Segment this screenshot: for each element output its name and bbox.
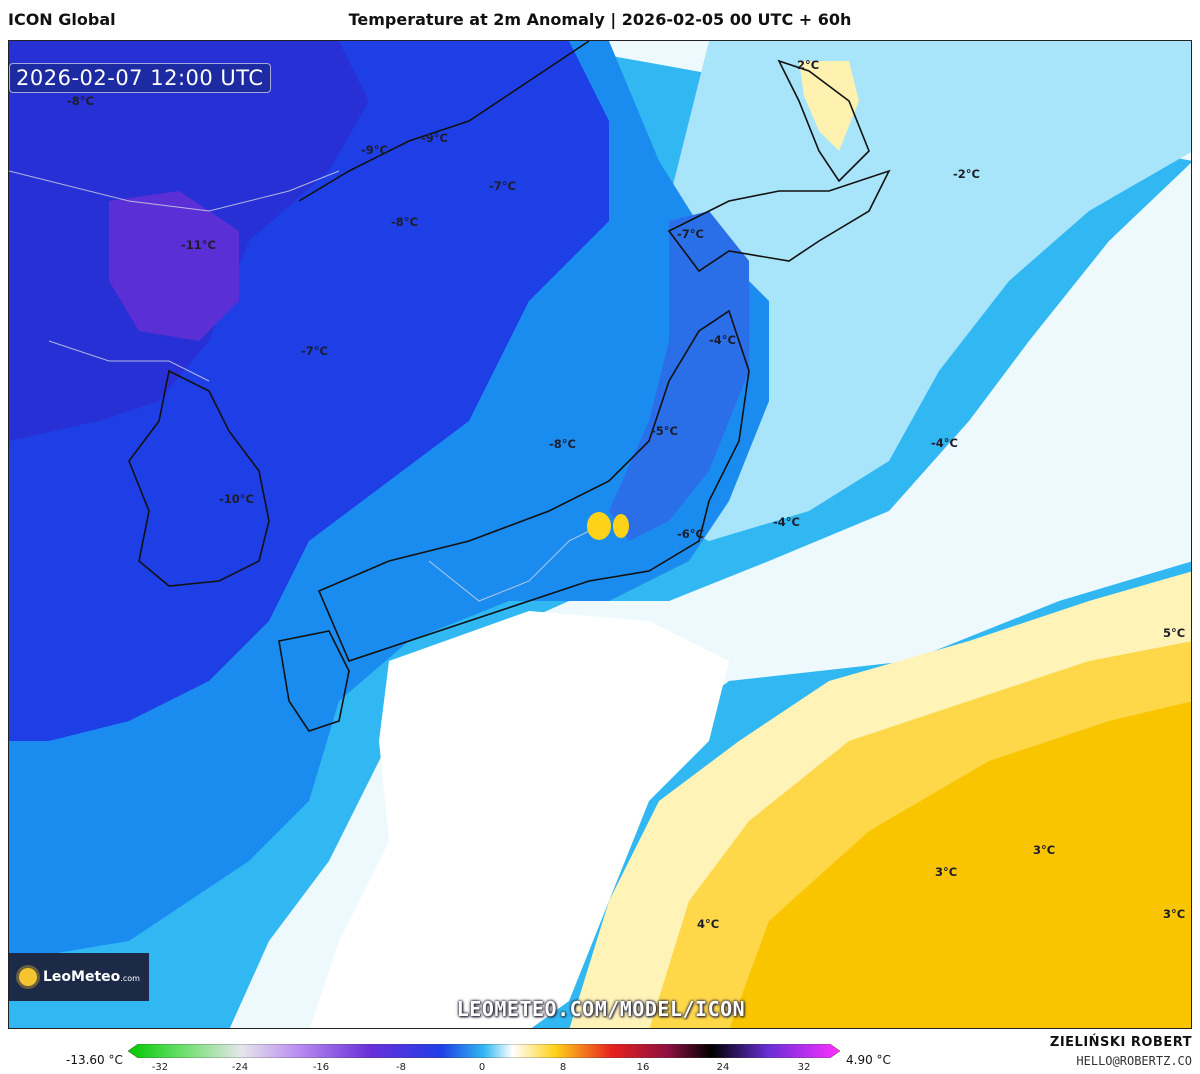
cold-band-japan xyxy=(609,211,749,541)
purple-core xyxy=(109,191,239,341)
colorbar-tick: -24 xyxy=(231,1062,249,1073)
map-title: Temperature at 2m Anomaly | 2026-02-05 0… xyxy=(348,10,852,29)
sakhalin-coast xyxy=(777,59,870,183)
coastlines xyxy=(128,41,891,732)
author-name: ZIELIŃSKI ROBERT xyxy=(1049,1035,1192,1050)
temperature-label: -9°C xyxy=(361,143,388,157)
leometeo-logo[interactable]: LeoMeteo.com xyxy=(9,953,149,1001)
colorbar-fill xyxy=(128,1044,840,1058)
temperature-label: -2°C xyxy=(953,167,980,181)
colorbar-tick: 8 xyxy=(559,1062,567,1073)
temperature-label: -11°C xyxy=(181,238,216,252)
temperature-label: -4°C xyxy=(709,333,736,347)
hokkaido-coast xyxy=(667,169,891,273)
korea-coast xyxy=(128,369,270,587)
anomaly-map[interactable]: 2026-02-07 12:00 UTC -8°C -9°C -9°C -7°C… xyxy=(8,40,1192,1029)
legend-min-label: -13.60 °C xyxy=(66,1053,123,1067)
temperature-label: -6°C xyxy=(677,527,704,541)
watermark-url: LEOMETEO.COM/MODEL/ICON xyxy=(456,997,746,1021)
white-zone-south xyxy=(309,611,729,1028)
mainland-coast xyxy=(298,41,590,202)
temperature-label: 4°C xyxy=(697,917,720,931)
colorbar-tick: 0 xyxy=(478,1062,486,1073)
temperature-label: -8°C xyxy=(67,94,94,108)
temperature-label: 3°C xyxy=(935,865,958,879)
map-canvas xyxy=(9,41,1191,1028)
warm-patch-hokkaido xyxy=(799,61,859,151)
colorbar-tick: -8 xyxy=(396,1062,406,1073)
warm-spot xyxy=(587,512,611,540)
honshu-coast xyxy=(317,309,750,662)
temperature-label: -10°C xyxy=(219,492,254,506)
temperature-label: -7°C xyxy=(677,227,704,241)
logo-text: LeoMeteo.com xyxy=(43,969,140,985)
temperature-label: 5°C xyxy=(1163,626,1186,640)
temperature-label: -8°C xyxy=(391,215,418,229)
temperature-label: -5°C xyxy=(651,424,678,438)
colorbar xyxy=(128,1044,840,1058)
temperature-label: -9°C xyxy=(421,131,448,145)
temperature-label: -8°C xyxy=(549,437,576,451)
borders xyxy=(9,170,610,602)
kyushu-coast xyxy=(278,630,350,732)
temperature-label: 2°C xyxy=(797,58,820,72)
temperature-label: -4°C xyxy=(773,515,800,529)
colorbar-tick: -16 xyxy=(312,1062,330,1073)
colorbar-tick: 16 xyxy=(636,1062,650,1073)
temperature-label: 3°C xyxy=(1163,907,1186,921)
colorbar-tick: 24 xyxy=(716,1062,730,1073)
deep-yellow-zone xyxy=(729,701,1191,1028)
legend-max-label: 4.90 °C xyxy=(846,1053,891,1067)
warm-spot xyxy=(613,514,629,538)
temperature-label: 3°C xyxy=(1033,843,1056,857)
pale-blue-zone-east xyxy=(649,41,1191,541)
colorbar-tick: 32 xyxy=(797,1062,811,1073)
author-email[interactable]: HELLO@ROBERTZ.CO xyxy=(1076,1054,1192,1068)
valid-time-badge: 2026-02-07 12:00 UTC xyxy=(9,63,271,93)
temperature-label: -7°C xyxy=(301,344,328,358)
colorbar-tick: -32 xyxy=(151,1062,169,1073)
model-name: ICON Global xyxy=(8,10,116,29)
temperature-label: -4°C xyxy=(931,436,958,450)
temperature-label: -7°C xyxy=(489,179,516,193)
sun-icon xyxy=(19,968,37,986)
